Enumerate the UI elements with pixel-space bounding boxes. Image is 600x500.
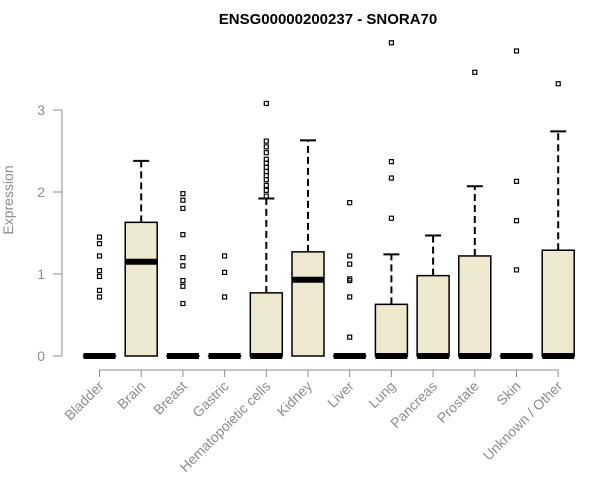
outlier-point	[347, 334, 353, 340]
outlier-point	[180, 300, 186, 307]
outlier-point	[347, 294, 353, 300]
x-tick-label: Breast	[150, 378, 190, 418]
outlier-point	[347, 261, 353, 267]
outlier-point	[180, 263, 186, 269]
box-group	[458, 69, 492, 359]
box-body	[374, 303, 409, 357]
outlier-point	[222, 269, 228, 275]
outlier-point	[96, 268, 103, 274]
x-tick-label: Prostate	[434, 378, 482, 426]
box-body	[541, 249, 575, 357]
outlier-point	[96, 234, 103, 240]
outlier-point	[513, 218, 520, 224]
box-group	[291, 139, 325, 357]
outlier-point	[263, 156, 269, 162]
outlier-point	[263, 164, 269, 170]
box-group	[207, 253, 242, 359]
outlier-point	[263, 187, 269, 193]
outlier-point	[180, 205, 186, 211]
x-tick-label: Brain	[114, 378, 148, 412]
outlier-point	[263, 144, 269, 150]
outlier-point	[347, 277, 353, 284]
outlier-point	[263, 150, 269, 156]
box-body	[124, 221, 158, 357]
box-body	[416, 274, 450, 357]
outlier-point	[263, 138, 269, 144]
outlier-point	[347, 253, 353, 259]
x-tick-label: Skin	[493, 378, 524, 409]
y-tick-label: 2	[37, 184, 45, 200]
outlier-point	[180, 232, 186, 238]
outlier-point	[263, 168, 269, 175]
y-axis-label: Expression	[0, 165, 16, 234]
outlier-point	[180, 277, 186, 284]
box-body	[249, 292, 284, 357]
outlier-point	[388, 175, 394, 181]
outlier-point	[180, 283, 186, 289]
outlier-point	[263, 100, 269, 107]
outlier-point	[263, 173, 269, 179]
box-group	[541, 81, 575, 359]
outlier-point	[222, 253, 228, 259]
box-group	[166, 191, 200, 359]
outlier-point	[263, 160, 269, 166]
y-tick-label: 0	[37, 348, 45, 364]
outlier-point	[263, 182, 269, 189]
outlier-point	[388, 159, 394, 165]
x-tick-label: Bladder	[61, 378, 107, 424]
box-group	[374, 40, 409, 359]
outlier-point	[513, 48, 520, 54]
box-group	[124, 159, 158, 357]
y-axis: 0 1 2 3	[37, 102, 63, 364]
outlier-point	[96, 273, 103, 280]
outlier-point	[96, 287, 103, 293]
box-group	[499, 48, 534, 359]
outlier-point	[347, 200, 353, 206]
box-group	[332, 200, 367, 359]
outlier-point	[472, 69, 478, 75]
box-body	[458, 255, 492, 357]
outlier-point	[96, 294, 103, 300]
x-tick-label: Lung	[365, 378, 398, 411]
box-group	[82, 234, 117, 359]
x-tick-label: Unknown / Other	[480, 378, 566, 464]
box-body	[291, 251, 325, 357]
outlier-point	[96, 253, 103, 259]
outlier-point	[96, 241, 103, 247]
outlier-point	[222, 294, 228, 300]
outlier-point	[180, 191, 186, 197]
outlier-point	[180, 255, 186, 261]
y-tick-label: 1	[37, 266, 45, 282]
outlier-point	[513, 267, 520, 273]
box-group	[416, 234, 450, 359]
outlier-point	[388, 215, 394, 221]
outlier-point	[263, 193, 269, 199]
x-tick-label: Liver	[324, 378, 357, 411]
outlier-point	[513, 178, 520, 184]
x-tick-label: Kidney	[274, 378, 316, 420]
y-tick-label: 3	[37, 102, 45, 118]
outlier-point	[555, 81, 561, 87]
box-series	[82, 40, 575, 359]
outlier-point	[388, 40, 394, 46]
outlier-point	[180, 197, 186, 203]
box-group	[249, 100, 284, 359]
outlier-point	[263, 177, 269, 183]
chart-title: ENSG00000200237 - SNORA70	[219, 11, 437, 28]
